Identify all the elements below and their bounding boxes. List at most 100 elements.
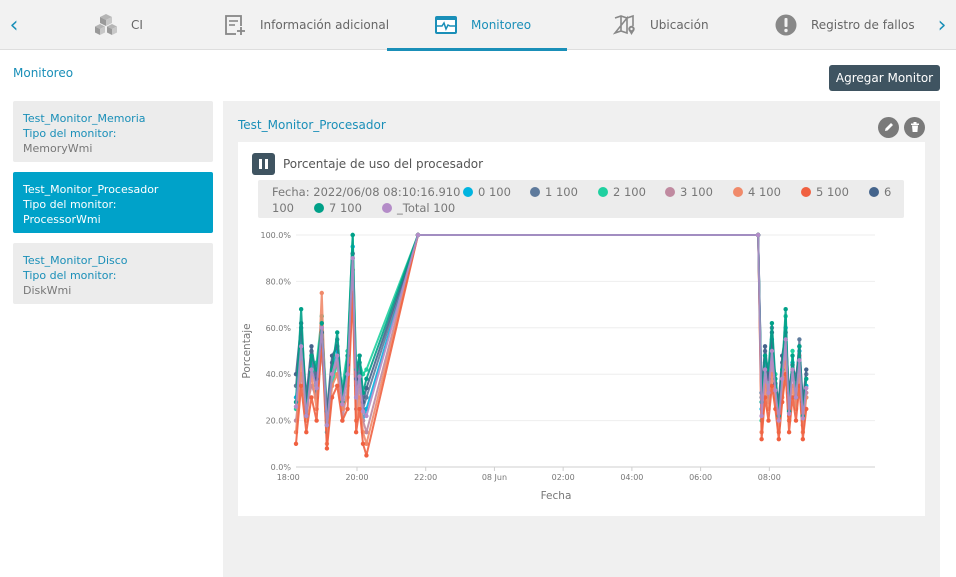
data-point bbox=[364, 413, 369, 419]
data-point bbox=[357, 353, 362, 358]
series-line-6 bbox=[295, 234, 808, 413]
data-point bbox=[319, 320, 324, 326]
monitor-type: DiskWmi bbox=[23, 284, 72, 297]
data-point bbox=[804, 406, 809, 412]
y-tick-label: 100.0% bbox=[260, 231, 291, 240]
data-point bbox=[769, 320, 775, 326]
document-add-icon bbox=[222, 12, 248, 38]
monitor-item-memoria[interactable]: Test_Monitor_Memoria Tipo del monitor: M… bbox=[13, 101, 213, 162]
data-point bbox=[364, 453, 369, 458]
edit-monitor-button[interactable] bbox=[878, 117, 899, 138]
legend-item-5[interactable]: 5 100 bbox=[801, 184, 849, 200]
monitor-type-label: Tipo del monitor: bbox=[23, 127, 117, 140]
data-point bbox=[345, 372, 350, 377]
data-point bbox=[298, 307, 304, 312]
legend-label-wrap: 100 bbox=[272, 201, 294, 215]
pause-button[interactable] bbox=[252, 153, 275, 175]
data-point bbox=[759, 436, 764, 442]
data-point bbox=[309, 367, 314, 372]
y-tick-label: 80.0% bbox=[266, 277, 292, 286]
legend-item-6[interactable]: 6 bbox=[869, 184, 909, 200]
chart-legend: Fecha: 2022/06/08 08:10:16.910 0 100 1 1… bbox=[258, 180, 904, 218]
legend-dot bbox=[382, 203, 392, 213]
data-point bbox=[360, 441, 366, 446]
legend-item-1[interactable]: 1 100 bbox=[530, 184, 578, 200]
legend-item-8[interactable]: _Total 100 bbox=[382, 200, 455, 216]
data-point bbox=[769, 348, 775, 354]
data-point bbox=[335, 353, 340, 358]
data-point bbox=[357, 374, 362, 379]
data-point bbox=[776, 436, 781, 442]
data-point bbox=[790, 348, 795, 354]
map-pin-icon bbox=[612, 12, 638, 38]
data-point bbox=[350, 232, 355, 238]
trash-icon bbox=[909, 118, 921, 137]
data-point bbox=[793, 395, 799, 400]
data-point bbox=[773, 388, 778, 393]
delete-monitor-button[interactable] bbox=[904, 117, 925, 138]
y-tick-label: 40.0% bbox=[266, 370, 292, 379]
data-point bbox=[793, 418, 799, 423]
tab-monitoreo[interactable]: Monitoreo bbox=[387, 0, 567, 51]
tab-informacion-adicional[interactable]: Información adicional bbox=[222, 0, 389, 50]
x-tick-label: 08:00 bbox=[758, 473, 781, 482]
series-line-0 bbox=[295, 234, 808, 434]
legend-label: 0 100 bbox=[478, 185, 511, 199]
chevron-right-icon[interactable]: › bbox=[937, 12, 947, 38]
data-point bbox=[304, 413, 309, 419]
data-point bbox=[319, 325, 324, 330]
y-tick-label: 60.0% bbox=[266, 324, 292, 333]
monitor-item-disco[interactable]: Test_Monitor_Disco Tipo del monitor: Dis… bbox=[13, 243, 213, 304]
monitor-detail-title: Test_Monitor_Procesador bbox=[238, 118, 386, 132]
data-point bbox=[780, 376, 785, 382]
data-point bbox=[786, 411, 792, 416]
monitor-name: Test_Monitor_Procesador bbox=[23, 183, 159, 196]
legend-label: 5 100 bbox=[816, 185, 849, 199]
tab-ci[interactable]: CI bbox=[93, 0, 143, 50]
legend-dot bbox=[530, 187, 540, 197]
data-point bbox=[783, 337, 788, 342]
data-point bbox=[797, 344, 802, 349]
tab-registro-de-fallos[interactable]: Registro de fallos bbox=[773, 0, 915, 50]
data-point bbox=[360, 409, 366, 414]
chevron-left-icon[interactable]: ‹ bbox=[9, 12, 19, 38]
data-point bbox=[766, 390, 771, 395]
data-point bbox=[797, 358, 802, 363]
data-point bbox=[353, 430, 359, 435]
tab-ubicacion[interactable]: Ubicación bbox=[612, 0, 709, 50]
monitor-type-label: Tipo del monitor: bbox=[23, 269, 117, 282]
add-monitor-button[interactable]: Agregar Monitor bbox=[829, 65, 940, 91]
data-point bbox=[776, 418, 781, 423]
legend-item-7[interactable]: 7 100 bbox=[314, 200, 362, 216]
data-point bbox=[762, 344, 768, 349]
legend-dot bbox=[733, 187, 743, 197]
data-point bbox=[755, 232, 761, 238]
monitor-item-procesador[interactable]: Test_Monitor_Procesador Tipo del monitor… bbox=[13, 172, 213, 233]
legend-item-4[interactable]: 4 100 bbox=[733, 184, 781, 200]
tab-label: Registro de fallos bbox=[811, 18, 915, 32]
legend-label: 3 100 bbox=[680, 185, 713, 199]
legend-item-3[interactable]: 3 100 bbox=[665, 184, 713, 200]
data-point bbox=[329, 395, 335, 400]
data-point bbox=[293, 441, 299, 446]
x-tick-label: 06:00 bbox=[689, 473, 712, 482]
data-point bbox=[364, 367, 369, 372]
x-tick-label: 18:00 bbox=[277, 473, 300, 482]
data-point bbox=[298, 344, 304, 349]
legend-item-0[interactable]: 0 100 bbox=[463, 184, 511, 200]
data-point bbox=[762, 353, 768, 358]
legend-label: _Total 100 bbox=[397, 201, 456, 215]
legend-dot bbox=[463, 187, 473, 197]
legend-dot bbox=[598, 187, 608, 197]
data-point bbox=[340, 402, 345, 407]
legend-item-2[interactable]: 2 100 bbox=[598, 184, 646, 200]
data-point bbox=[298, 383, 304, 388]
legend-label: 4 100 bbox=[748, 185, 781, 199]
data-point bbox=[766, 418, 771, 423]
data-point bbox=[324, 446, 330, 451]
data-point bbox=[800, 436, 806, 442]
page-title: Monitoreo bbox=[13, 66, 74, 80]
y-axis-label: Porcentaje bbox=[241, 323, 253, 378]
legend-dot bbox=[314, 203, 324, 213]
